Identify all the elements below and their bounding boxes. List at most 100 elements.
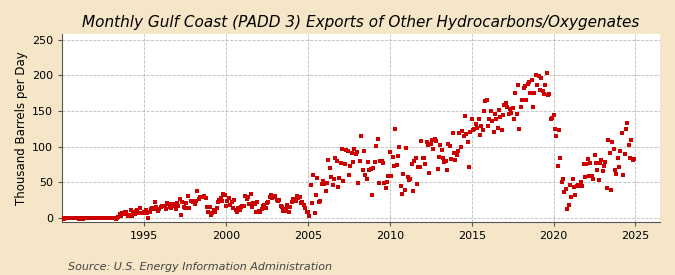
Point: [536, 76, 547, 81]
Point: [226, 200, 237, 204]
Point: [502, 105, 512, 109]
Point: [192, 189, 202, 193]
Point: [66, 216, 77, 221]
Point: [443, 142, 454, 146]
Point: [387, 155, 398, 160]
Point: [416, 139, 427, 144]
Point: [481, 98, 492, 102]
Point: [99, 216, 110, 220]
Point: [312, 176, 323, 180]
Point: [138, 211, 148, 216]
Point: [453, 149, 464, 153]
Point: [379, 180, 389, 185]
Point: [132, 207, 143, 212]
Point: [410, 155, 421, 160]
Point: [394, 145, 405, 149]
Point: [130, 209, 141, 213]
Point: [420, 162, 431, 166]
Point: [435, 143, 446, 148]
Point: [298, 203, 309, 207]
Point: [522, 82, 533, 86]
Point: [473, 116, 484, 121]
Point: [334, 176, 345, 180]
Point: [327, 183, 338, 187]
Point: [516, 105, 526, 110]
Point: [140, 208, 151, 213]
Point: [301, 210, 312, 214]
Point: [444, 144, 455, 148]
Point: [302, 210, 313, 215]
Point: [376, 158, 387, 163]
Point: [288, 197, 298, 201]
Point: [364, 168, 375, 172]
Point: [250, 210, 261, 214]
Point: [308, 173, 319, 178]
Point: [484, 117, 495, 122]
Point: [454, 131, 465, 135]
Point: [266, 192, 277, 197]
Point: [595, 161, 605, 165]
Point: [504, 106, 515, 111]
Point: [326, 175, 337, 179]
Point: [551, 134, 562, 138]
Point: [176, 213, 186, 218]
Point: [150, 199, 161, 204]
Point: [576, 180, 587, 184]
Point: [124, 213, 134, 218]
Point: [76, 216, 87, 220]
Point: [405, 177, 416, 181]
Point: [612, 155, 623, 160]
Point: [254, 209, 265, 214]
Point: [306, 200, 317, 205]
Point: [563, 203, 574, 207]
Point: [353, 180, 364, 185]
Point: [101, 216, 111, 220]
Point: [114, 212, 125, 216]
Point: [163, 202, 174, 206]
Point: [618, 173, 628, 177]
Point: [367, 193, 377, 197]
Point: [431, 139, 441, 143]
Point: [572, 183, 583, 187]
Point: [227, 205, 238, 210]
Point: [203, 210, 214, 214]
Point: [253, 209, 264, 213]
Point: [320, 189, 331, 193]
Point: [513, 83, 524, 88]
Point: [119, 210, 130, 214]
Point: [354, 158, 365, 163]
Point: [171, 201, 182, 206]
Point: [139, 209, 150, 214]
Point: [173, 204, 184, 208]
Point: [273, 199, 284, 204]
Point: [562, 206, 572, 211]
Point: [135, 206, 146, 210]
Point: [82, 216, 92, 221]
Point: [79, 216, 90, 220]
Point: [166, 206, 177, 210]
Point: [491, 117, 502, 121]
Point: [325, 166, 335, 170]
Point: [229, 198, 240, 202]
Point: [198, 195, 209, 199]
Point: [578, 162, 589, 166]
Point: [460, 114, 470, 118]
Point: [361, 177, 372, 182]
Point: [196, 195, 207, 199]
Point: [373, 180, 384, 185]
Point: [571, 184, 582, 189]
Point: [329, 177, 340, 181]
Point: [294, 195, 305, 200]
Point: [94, 216, 105, 220]
Point: [62, 216, 73, 220]
Point: [323, 158, 334, 162]
Point: [468, 128, 479, 132]
Point: [209, 208, 219, 213]
Point: [380, 186, 391, 191]
Point: [483, 124, 493, 128]
Point: [155, 205, 166, 210]
Point: [345, 164, 356, 168]
Point: [246, 205, 257, 210]
Point: [485, 109, 496, 114]
Point: [464, 164, 475, 169]
